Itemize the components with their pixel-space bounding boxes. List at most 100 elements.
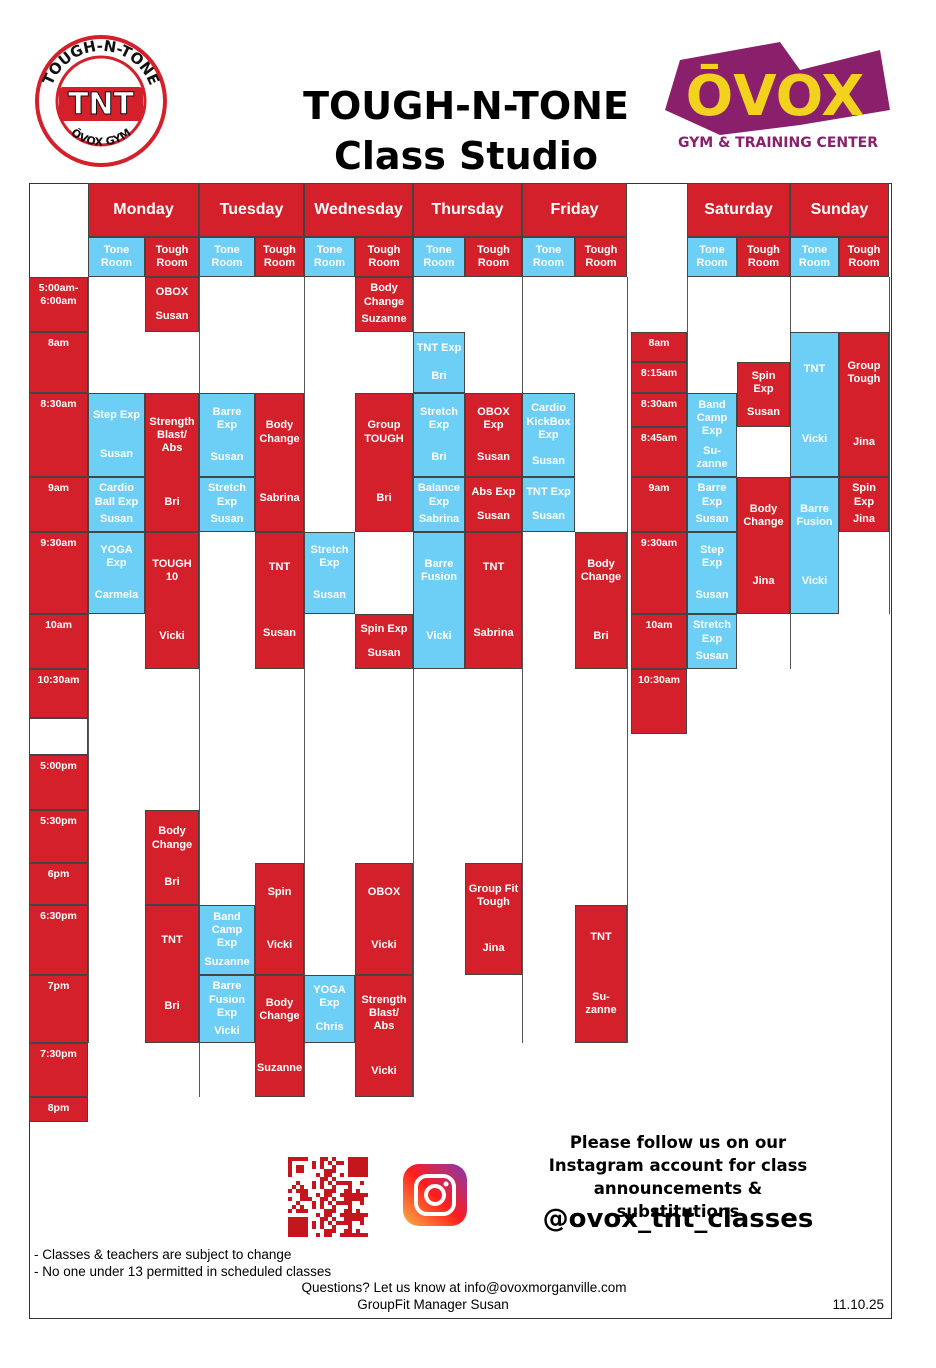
class-name: Spin Exp [360,622,408,635]
room-header: Tough Room [145,237,199,277]
date: 11.10.25 [832,1297,884,1312]
qr-module [348,1221,352,1225]
class-block: Step Exp Susan [687,532,737,614]
class-block: Body Change Suzanne [255,975,304,1097]
day-header: Monday [88,183,199,237]
room-header: Tone Room [522,237,575,277]
qr-module [352,1157,356,1161]
class-block: Group Fit Tough Jina [465,863,522,975]
instagram-handle: @ovox_tnt_classes [542,1204,814,1234]
qr-module [312,1225,316,1229]
qr-module [288,1165,292,1169]
class-instructor: Vicki [801,574,828,587]
room-header: Tone Room [790,237,839,277]
qr-module [336,1181,340,1185]
class-instructor: Bri [164,1000,180,1013]
class-name: Stretch Exp [208,482,246,508]
qr-module [360,1181,364,1185]
class-name: TNT [803,363,826,376]
qr-module [312,1165,316,1169]
qr-module [300,1197,304,1201]
class-name: TNT Exp [416,342,462,355]
class-instructor: Vicki [214,1024,240,1037]
qr-module [316,1213,320,1217]
time-cell: 10:30am [631,669,687,734]
qr-module [344,1217,348,1221]
class-instructor: Sabrina [473,626,514,639]
class-block: OBOX Susan [145,277,199,332]
qr-module [352,1169,356,1173]
time-cell: 7pm [29,975,88,1043]
class-block: TOUGH 10 Vicki [145,532,199,669]
qr-module [324,1157,328,1161]
qr-module [356,1197,360,1201]
qr-module [300,1157,304,1161]
qr-code [288,1157,368,1237]
class-block: TNT Exp Susan [522,477,575,532]
qr-module [320,1161,324,1165]
qr-module [304,1229,308,1233]
class-block: Balance Exp Sabrina [413,477,465,532]
qr-module [356,1169,360,1173]
qr-module [304,1197,308,1201]
qr-module [360,1193,364,1197]
class-instructor: Susan [531,510,565,523]
class-instructor: Bri [164,876,180,889]
class-block: Barre Exp Susan [687,477,737,532]
class-block: Group TOUGH Bri [355,393,413,532]
class-instructor: Carmela [94,588,139,601]
class-name: Step Exp [92,408,141,421]
class-instructor: Su-zanne [585,990,617,1016]
qr-module [352,1193,356,1197]
class-block: Barre Fusion Exp Vicki [199,975,255,1043]
qr-module [304,1189,308,1193]
qr-module [348,1233,352,1237]
time-cell: 8:15am [631,362,687,393]
qr-module [344,1233,348,1237]
qr-module [340,1161,344,1165]
class-name: Band Camp Exp [211,910,243,950]
class-instructor: Susan [695,650,729,663]
qr-module [300,1217,304,1221]
qr-module [304,1209,308,1213]
qr-module [300,1233,304,1237]
time-cell: 9am [29,477,88,532]
class-block: Stretch Exp Susan [687,614,737,669]
qr-module [324,1189,328,1193]
room-header: Tough Room [737,237,790,277]
time-cell: 6:30pm [29,905,88,975]
class-instructor: Susan [695,513,729,526]
class-instructor: Susan [531,454,565,467]
qr-module [320,1177,324,1181]
qr-module [364,1157,368,1161]
qr-module [356,1173,360,1177]
time-cell: 10:30am [29,669,88,718]
qr-module [288,1225,292,1229]
qr-module [296,1181,300,1185]
qr-module [316,1173,320,1177]
time-cell: 8:30am [631,393,687,427]
qr-module [356,1157,360,1161]
class-name: Body Change [151,825,193,851]
qr-module [352,1217,356,1221]
qr-module [316,1233,320,1237]
class-instructor: Vicki [426,629,452,642]
class-name: Body Change [259,419,300,445]
class-name: Spin Exp [852,482,876,508]
qr-module [332,1217,336,1221]
class-instructor: Susan [155,310,189,323]
qr-module [292,1205,296,1209]
class-instructor: Susan [99,513,133,526]
class-instructor: Jina [752,574,775,587]
qr-module [332,1209,336,1213]
class-instructor: Susan [367,647,401,660]
qr-module [320,1205,324,1209]
qr-module [328,1161,332,1165]
qr-module [328,1221,332,1225]
class-instructor: Vicki [266,938,293,951]
qr-module [328,1189,332,1193]
qr-module [348,1229,352,1233]
qr-module [324,1213,328,1217]
qr-module [360,1169,364,1173]
qr-module [320,1185,324,1189]
